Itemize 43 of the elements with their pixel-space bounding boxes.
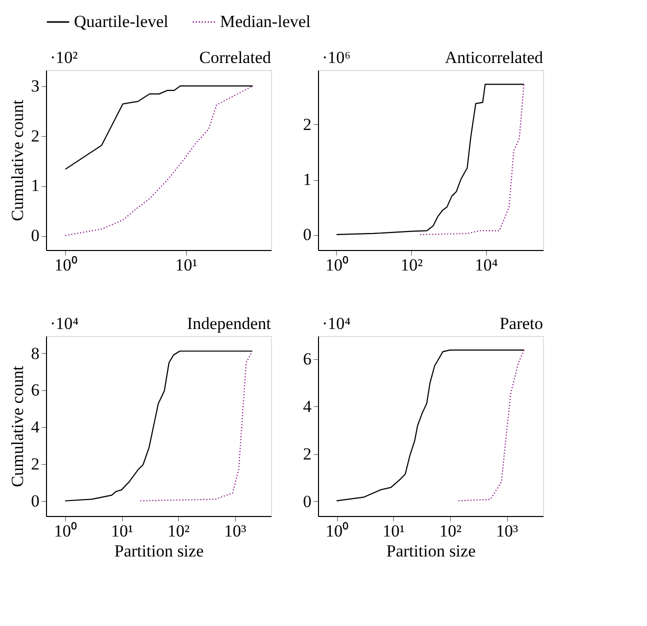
text: ·10⁴ [322,314,351,333]
y-tick-label: 0 [303,492,312,511]
y-tick-label: 1 [303,170,312,190]
x-tick-label: 10¹ [382,522,405,540]
legend-label: Median-level [220,12,311,31]
chart-title: Correlated [199,48,272,67]
y-tick-label: 8 [31,344,40,363]
y-tick-label: 2 [31,454,40,474]
x-tick-label: 10⁰ [326,522,349,540]
text: ·10⁴ [50,314,79,333]
y-tick-label: 0 [303,225,312,244]
text: ·10⁶ [322,48,351,67]
x-tick-label: 10³ [496,522,518,540]
legend-label: Quartile-level [74,12,169,31]
x-tick-label: 10⁰ [54,256,78,274]
y-axis-title: Cumulative count [8,100,27,222]
y-tick-label: 2 [303,114,312,134]
y-tick-label: 4 [303,396,312,416]
chart-title: Pareto [500,314,543,333]
y-tick-label: 6 [31,380,40,400]
y-axis-title: Cumulative count [8,366,27,488]
y-tick-label: 2 [31,126,40,146]
x-axis-title: Partition size [114,542,204,560]
x-tick-label: 10² [168,522,190,540]
y-tick-label: 3 [31,76,40,96]
y-tick-label: 1 [31,176,40,196]
text: ·10² [50,48,78,67]
chart-title: Independent [186,314,272,333]
x-tick-label: 10² [439,522,462,540]
x-tick-label: 10² [400,256,423,274]
chart-title: Anticorrelated [444,48,544,67]
x-tick-label: 10⁴ [474,256,498,274]
x-tick-label: 10⁰ [54,522,78,540]
y-tick-label: 4 [31,418,40,437]
x-tick-label: 10¹ [175,256,198,274]
y-tick-label: 2 [303,444,312,464]
x-tick-label: 10⁰ [325,256,348,274]
y-tick-label: 0 [31,226,40,246]
x-tick-label: 10¹ [111,522,134,540]
x-tick-label: 10³ [224,522,246,540]
y-tick-label: 6 [303,349,312,368]
y-tick-label: 0 [31,491,40,510]
x-axis-title: Partition size [386,542,476,560]
